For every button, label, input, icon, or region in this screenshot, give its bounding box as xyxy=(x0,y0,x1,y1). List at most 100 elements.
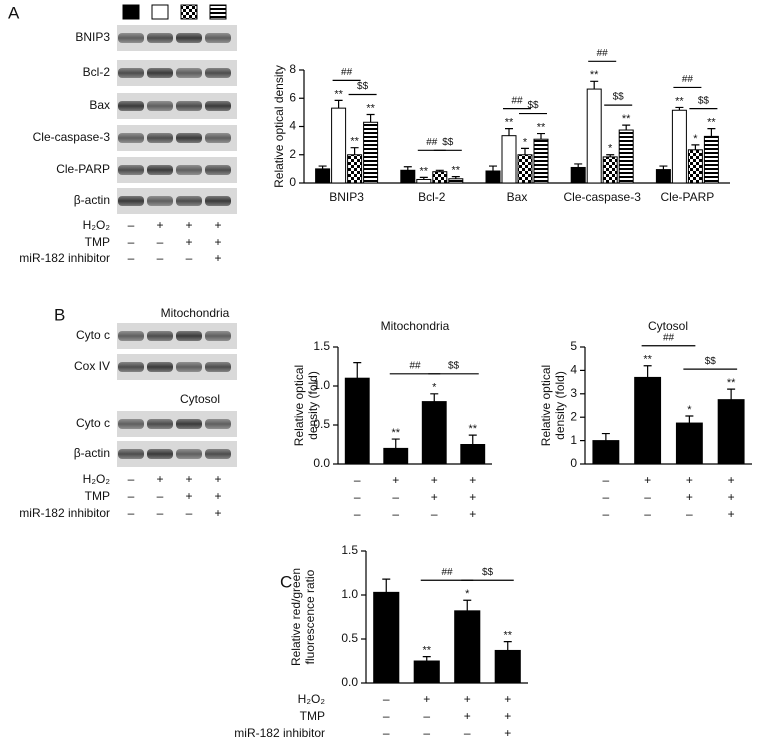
condition-label: H₂O₂ xyxy=(83,218,111,232)
blot-band xyxy=(176,419,202,429)
blot-band xyxy=(118,362,144,372)
blot-band xyxy=(205,133,231,143)
blot-band xyxy=(205,331,231,341)
blot-band xyxy=(205,33,231,43)
y-tick-label: 0.5 xyxy=(313,417,330,431)
bar xyxy=(703,135,719,184)
comparison-label: ## xyxy=(682,74,694,85)
bar xyxy=(448,178,464,184)
condition-sign: – xyxy=(354,507,361,521)
significance: * xyxy=(608,143,613,155)
comparison-label: $$ xyxy=(613,92,625,103)
blot-band xyxy=(176,133,202,143)
condition-label: miR-182 inhibitor xyxy=(19,251,110,265)
condition-sign: + xyxy=(185,489,192,503)
blot-band xyxy=(118,101,144,111)
condition-sign: + xyxy=(214,506,221,520)
condition-sign: + xyxy=(469,473,476,487)
y-tick-label: 2 xyxy=(570,409,577,423)
significance: ** xyxy=(643,354,652,366)
condition-label: TMP xyxy=(85,489,110,503)
significance: ** xyxy=(707,117,716,129)
bar xyxy=(383,447,409,465)
y-axis-label: Relative optical xyxy=(539,365,553,446)
y-axis-label: density (fold) xyxy=(553,371,567,440)
blot-band xyxy=(205,101,231,111)
bar xyxy=(454,610,481,684)
condition-sign: – xyxy=(392,490,399,504)
blot-label: Bcl-2 xyxy=(83,65,111,79)
significance: * xyxy=(693,133,698,145)
blot-label: Bax xyxy=(89,98,110,112)
bar xyxy=(517,154,533,184)
condition-sign: + xyxy=(469,490,476,504)
comparison-label: $$ xyxy=(357,81,369,92)
comparison-label: $$ xyxy=(705,356,717,367)
condition-sign: – xyxy=(603,507,610,521)
error-bar xyxy=(353,362,362,379)
bar xyxy=(655,169,671,184)
y-tick-label: 0 xyxy=(570,456,577,470)
comparison-label: ## xyxy=(341,67,353,78)
y-tick-label: 1.0 xyxy=(313,378,330,392)
bar xyxy=(533,138,549,184)
x-tick-label: Bax xyxy=(507,190,528,204)
y-tick-label: 1.5 xyxy=(313,339,330,353)
error-bar xyxy=(403,166,412,171)
blot-band xyxy=(118,196,144,206)
error-bar xyxy=(503,641,512,651)
comparison-label: ## xyxy=(426,137,438,148)
error-bar xyxy=(382,578,391,593)
bar xyxy=(671,109,687,184)
blot-band xyxy=(147,331,173,341)
significance: ** xyxy=(537,121,546,133)
blot-label: Cyto c xyxy=(76,416,110,430)
y-axis-label: fluorescence ratio xyxy=(303,569,317,664)
condition-sign: + xyxy=(728,473,735,487)
blot-label: β-actin xyxy=(74,193,110,207)
blot-band xyxy=(176,362,202,372)
bar xyxy=(344,377,370,465)
error-bar xyxy=(601,432,610,441)
condition-sign: + xyxy=(464,709,471,723)
bar xyxy=(494,649,521,684)
blot-band xyxy=(118,68,144,78)
condition-sign: + xyxy=(464,692,471,706)
y-axis-label: Relative red/green xyxy=(289,568,303,666)
condition-sign: – xyxy=(431,507,438,521)
condition-sign: – xyxy=(644,490,651,504)
blot-band xyxy=(118,165,144,175)
bar xyxy=(675,422,703,465)
error-bar xyxy=(521,147,529,155)
blot-band xyxy=(147,196,173,206)
significance: ** xyxy=(420,165,429,177)
bar xyxy=(717,399,745,465)
comparison-label: ## xyxy=(409,360,421,371)
condition-sign: – xyxy=(392,507,399,521)
blot-band xyxy=(147,165,173,175)
error-bar xyxy=(622,124,631,131)
condition-sign: + xyxy=(469,507,476,521)
condition-label: H₂O₂ xyxy=(298,692,326,706)
error-bar xyxy=(391,438,400,449)
error-bar xyxy=(691,144,700,150)
significance: ** xyxy=(503,630,512,642)
condition-sign: + xyxy=(185,218,192,232)
bar xyxy=(501,135,517,184)
y-tick-label: 3 xyxy=(570,386,577,400)
condition-sign: – xyxy=(128,235,135,249)
condition-sign: + xyxy=(423,692,430,706)
error-bar xyxy=(451,176,460,179)
bar xyxy=(687,149,703,184)
condition-sign: + xyxy=(686,473,693,487)
condition-sign: – xyxy=(157,251,164,265)
condition-sign: + xyxy=(214,489,221,503)
significance: ** xyxy=(366,102,375,114)
condition-sign: + xyxy=(214,251,221,265)
error-bar xyxy=(685,415,694,424)
condition-sign: + xyxy=(214,235,221,249)
legend-swatch xyxy=(180,4,198,20)
condition-sign: + xyxy=(504,726,511,740)
condition-sign: + xyxy=(392,473,399,487)
